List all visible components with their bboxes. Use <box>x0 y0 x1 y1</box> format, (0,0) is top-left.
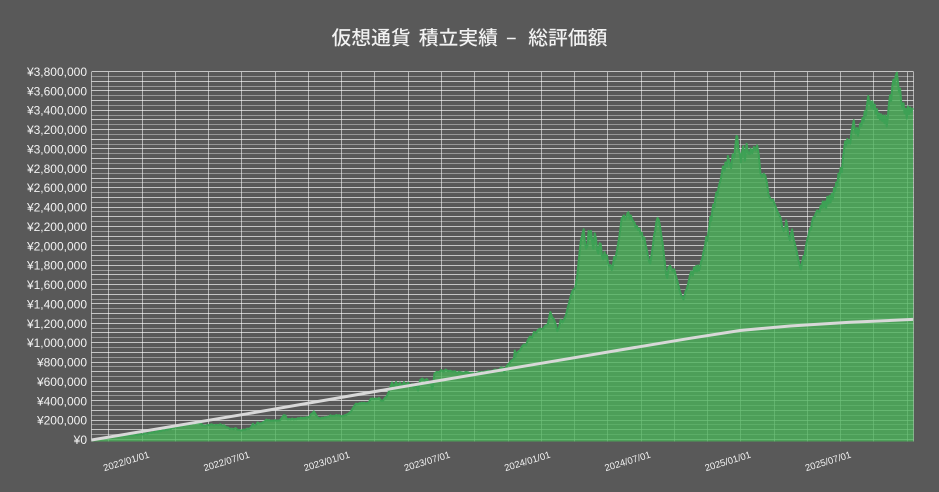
svg-text:¥3,200,000: ¥3,200,000 <box>26 123 87 137</box>
svg-text:¥0: ¥0 <box>73 433 88 447</box>
svg-text:¥1,800,000: ¥1,800,000 <box>26 259 87 273</box>
svg-text:¥400,000: ¥400,000 <box>36 394 87 408</box>
svg-text:¥2,800,000: ¥2,800,000 <box>26 162 87 176</box>
svg-text:¥800,000: ¥800,000 <box>36 356 87 370</box>
svg-text:¥2,200,000: ¥2,200,000 <box>26 220 87 234</box>
svg-text:¥2,400,000: ¥2,400,000 <box>26 201 87 215</box>
svg-text:¥3,800,000: ¥3,800,000 <box>26 65 87 79</box>
svg-text:¥3,600,000: ¥3,600,000 <box>26 84 87 98</box>
svg-text:¥3,000,000: ¥3,000,000 <box>26 142 87 156</box>
svg-text:¥3,400,000: ¥3,400,000 <box>26 104 87 118</box>
svg-text:¥200,000: ¥200,000 <box>36 414 87 428</box>
svg-text:¥1,000,000: ¥1,000,000 <box>26 336 87 350</box>
svg-text:¥600,000: ¥600,000 <box>36 375 87 389</box>
svg-text:¥1,200,000: ¥1,200,000 <box>26 317 87 331</box>
svg-text:¥2,600,000: ¥2,600,000 <box>26 181 87 195</box>
svg-text:¥1,400,000: ¥1,400,000 <box>26 297 87 311</box>
svg-text:¥2,000,000: ¥2,000,000 <box>26 239 87 253</box>
svg-text:¥1,600,000: ¥1,600,000 <box>26 278 87 292</box>
